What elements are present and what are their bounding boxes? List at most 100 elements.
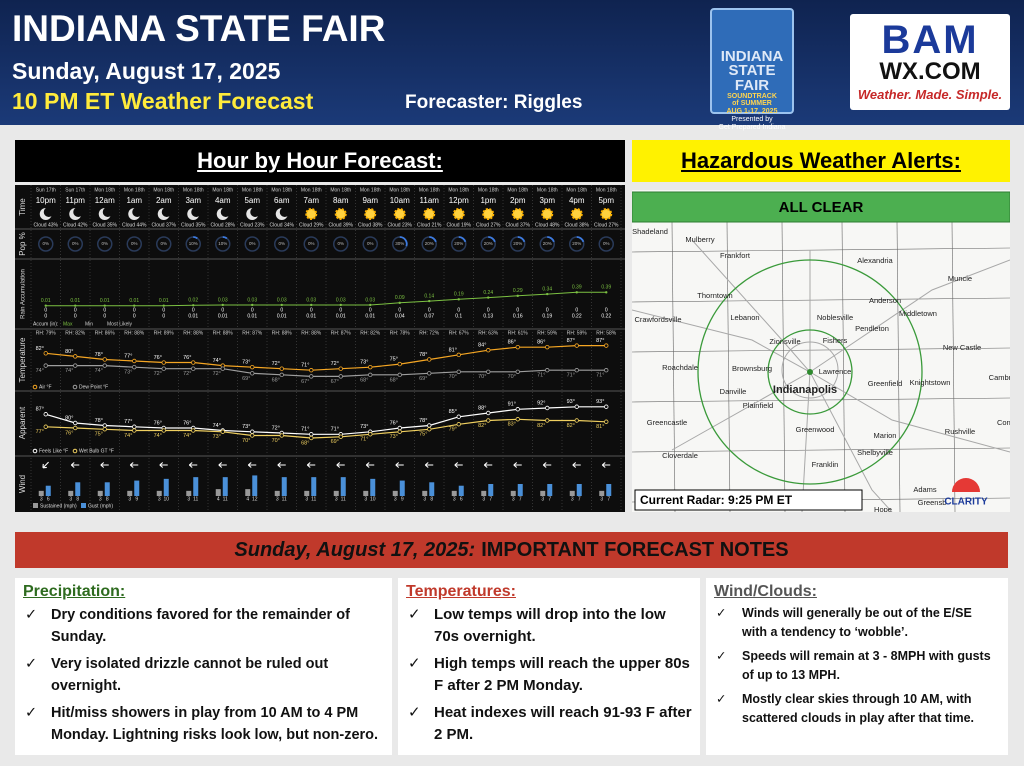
wind-arrow [247, 462, 257, 468]
town-label: Rushville [945, 427, 975, 436]
hour-label: 2am [156, 196, 172, 205]
rain-max-dot [398, 301, 401, 305]
day-label: Mon 18th [153, 187, 174, 193]
wind-bar [104, 482, 110, 496]
logo-text: SOUNDTRACK [727, 92, 777, 100]
hour-label: 11pm [66, 196, 86, 205]
rain-label: 0.04 [395, 313, 405, 319]
town-label: Lawrence [819, 367, 852, 376]
rain-label: 0 [398, 307, 401, 313]
cloud-label: Cloud 28% [211, 222, 236, 228]
rh-label: RH: 88% [183, 330, 204, 336]
arrow [336, 462, 345, 468]
temperature-dot [338, 374, 343, 379]
rain-max-dot [546, 292, 549, 296]
wind-value: 11 [311, 496, 316, 502]
road [781, 341, 839, 399]
moon-shadow [161, 207, 172, 217]
wind-bar [510, 490, 516, 496]
rain-max-label: 0.03 [218, 297, 228, 303]
rain-label: 0 [103, 313, 106, 319]
rain-max-label: 0.34 [542, 286, 552, 292]
rh-label: RH: 82% [65, 330, 86, 336]
sun-icon [364, 208, 377, 220]
logo-text: FAIR [734, 76, 770, 94]
rain-label: 0 [251, 307, 254, 313]
moon-shadow [250, 207, 261, 217]
apparent-dot [73, 420, 78, 426]
wind-value: 3 [482, 496, 485, 502]
rain-max-label: 0.14 [424, 293, 434, 299]
logo-text: Get Prepared Indiana [718, 123, 786, 131]
wind-arrow [513, 462, 522, 468]
pop-label: 0% [278, 241, 285, 246]
temperature-value-label: 71° [301, 363, 309, 369]
rain-label: 0.01 [277, 313, 287, 319]
temperature-value-label: 86° [537, 340, 545, 346]
sun-icon [600, 208, 613, 220]
legend-label: Sustained (mph) [40, 503, 77, 509]
town-label: Pendleton [855, 324, 889, 333]
town-label: Conne [997, 418, 1010, 427]
wind-value: 3 [453, 496, 456, 502]
temperature-value-label: 69° [419, 376, 427, 382]
arrow [42, 461, 49, 469]
town-label: Cambridge [989, 373, 1010, 382]
apparent-dot [250, 429, 255, 434]
pop-label: 20% [513, 241, 522, 246]
wind-value: 3 [512, 496, 515, 502]
row-label: Time [18, 198, 27, 216]
rain-max-label: 0.03 [336, 297, 346, 303]
pop-ring [274, 236, 290, 252]
rain-label: 0 [546, 307, 549, 313]
note-item: Very isolated drizzle cannot be ruled ou… [23, 653, 384, 697]
temperature-dot [456, 352, 461, 358]
logo-text: Presented by [731, 115, 773, 123]
apparent-value-label: 76° [390, 420, 398, 426]
moon-shadow [102, 207, 113, 217]
apparent-dot [309, 435, 314, 441]
rh-label: RH: 78% [390, 330, 411, 336]
wind-bar [451, 490, 457, 496]
wind-value: 6 [47, 496, 50, 502]
note-item: Hit/miss showers in play from 10 AM to 4… [23, 702, 384, 746]
temperature-dot [250, 371, 255, 376]
wind-arrow [70, 462, 80, 468]
temperature-dot [132, 364, 137, 370]
wind-bar [281, 477, 287, 496]
rh-label: RH: 79% [36, 330, 57, 336]
temperature-dot [545, 344, 550, 350]
wind-value: 3 [541, 496, 544, 502]
rain-label: 0 [280, 307, 283, 313]
town-label: Mulberry [685, 235, 714, 244]
rh-label: RH: 67% [449, 330, 470, 336]
town-label: Zionsville [769, 337, 800, 346]
road [671, 259, 1010, 451]
rh-label: RH: 58% [596, 330, 617, 336]
meteogram: Time Pop % Rain Accumulation Temperature App… [15, 185, 625, 512]
rain-label: 0.13 [483, 313, 493, 319]
temperature-value-label: 71° [537, 373, 545, 379]
wind-arrow [159, 462, 168, 468]
temperature-dot [220, 366, 225, 371]
temperature-dot [486, 369, 491, 374]
rh-label: RH: 87% [242, 330, 263, 336]
apparent-dot [515, 417, 520, 422]
day-label: Mon 18th [478, 187, 499, 193]
day-label: Mon 18th [94, 187, 115, 193]
subtitle: 10 PM ET Weather Forecast [12, 88, 314, 114]
hour-label: 8am [333, 196, 349, 205]
temperature-value-label: 70° [478, 374, 486, 380]
note-item: Dry conditions favored for the remainder… [23, 604, 384, 648]
rain-max-dot [516, 294, 519, 298]
rain-label: 0.1 [455, 313, 462, 319]
logo-name: BAM [881, 18, 979, 62]
sun-icon [305, 208, 318, 220]
sun-icon [423, 208, 436, 220]
rain-max-line [45, 291, 607, 307]
temperature-line [45, 365, 607, 377]
apparent-value-label: 73° [242, 424, 250, 430]
apparent-line [45, 406, 607, 435]
rain-label: 0.19 [542, 313, 552, 319]
temperature-value-label: 71° [567, 373, 575, 379]
